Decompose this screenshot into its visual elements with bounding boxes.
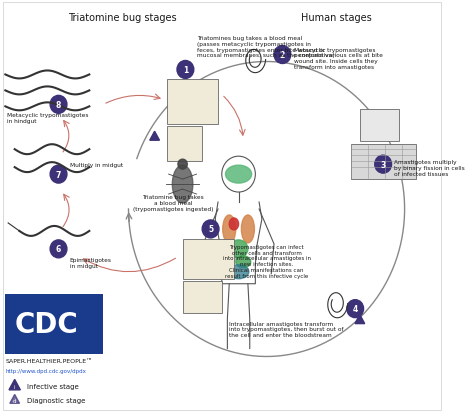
Text: i: i: [14, 384, 16, 389]
Polygon shape: [355, 315, 365, 324]
Text: 3: 3: [381, 160, 386, 169]
Text: Metacyclic trypomastigotes
in hindgut: Metacyclic trypomastigotes in hindgut: [7, 113, 89, 124]
Text: Epimastigotes
in midgut: Epimastigotes in midgut: [70, 257, 112, 268]
Bar: [5, 294, 103, 354]
Text: 5: 5: [208, 225, 213, 234]
Ellipse shape: [226, 166, 252, 184]
Ellipse shape: [241, 216, 255, 243]
Bar: [167, 80, 218, 125]
Polygon shape: [10, 394, 19, 404]
Bar: [182, 281, 222, 313]
Circle shape: [177, 62, 194, 79]
Text: Diagnostic stage: Diagnostic stage: [27, 397, 85, 404]
Text: 6: 6: [56, 245, 61, 254]
Circle shape: [50, 166, 67, 184]
Ellipse shape: [229, 218, 238, 230]
Text: Triatomine bug stages: Triatomine bug stages: [68, 13, 176, 23]
Ellipse shape: [228, 265, 249, 279]
Bar: [360, 110, 399, 142]
Ellipse shape: [178, 160, 187, 170]
Bar: [350, 145, 416, 180]
Text: 7: 7: [56, 170, 61, 179]
Text: Metacyclic trypomastigotes
penetrate various cells at bite
wound site. Inside ce: Metacyclic trypomastigotes penetrate var…: [293, 47, 383, 70]
Ellipse shape: [229, 240, 248, 258]
Text: 2: 2: [280, 51, 285, 60]
Text: Infective stage: Infective stage: [27, 383, 79, 389]
Text: Amastigotes multiply
by binary fission in cells
of infected tissues: Amastigotes multiply by binary fission i…: [394, 160, 465, 176]
Text: 1: 1: [183, 66, 188, 75]
Text: 4: 4: [353, 304, 358, 313]
Text: SAPER.HEALTHIER.PEOPLE™: SAPER.HEALTHIER.PEOPLE™: [5, 358, 93, 363]
Text: Triatomines bug takes a blood meal
(passes metacyclic trypomastigotes in
feces, : Triatomines bug takes a blood meal (pass…: [197, 36, 334, 58]
Circle shape: [347, 300, 364, 318]
Circle shape: [50, 96, 67, 114]
Text: Human stages: Human stages: [301, 13, 372, 23]
Circle shape: [202, 221, 219, 238]
Ellipse shape: [173, 166, 193, 204]
Circle shape: [50, 240, 67, 258]
Text: Trypomastigotes can infect
other cells and transform
into intracellular amastigo: Trypomastigotes can infect other cells a…: [223, 244, 310, 278]
Ellipse shape: [223, 216, 236, 243]
Polygon shape: [150, 132, 159, 141]
Circle shape: [375, 156, 392, 174]
Text: Multiply in midgut: Multiply in midgut: [70, 162, 123, 167]
Text: CDC: CDC: [15, 310, 78, 338]
Text: d: d: [13, 398, 17, 403]
Bar: [182, 239, 234, 279]
Bar: [167, 127, 202, 162]
Text: Triatomine bug takes
a blood meal
(trypomastigotes ingested): Triatomine bug takes a blood meal (trypo…: [133, 195, 213, 211]
Ellipse shape: [236, 256, 251, 268]
Polygon shape: [9, 380, 20, 390]
Text: 8: 8: [56, 101, 61, 109]
Circle shape: [274, 46, 291, 64]
Text: http://www.dpd.cdc.gov/dpdx: http://www.dpd.cdc.gov/dpdx: [5, 368, 86, 373]
Text: Intracellular amastigotes transform
into trypomastigotes, then burst out of
the : Intracellular amastigotes transform into…: [229, 321, 344, 337]
